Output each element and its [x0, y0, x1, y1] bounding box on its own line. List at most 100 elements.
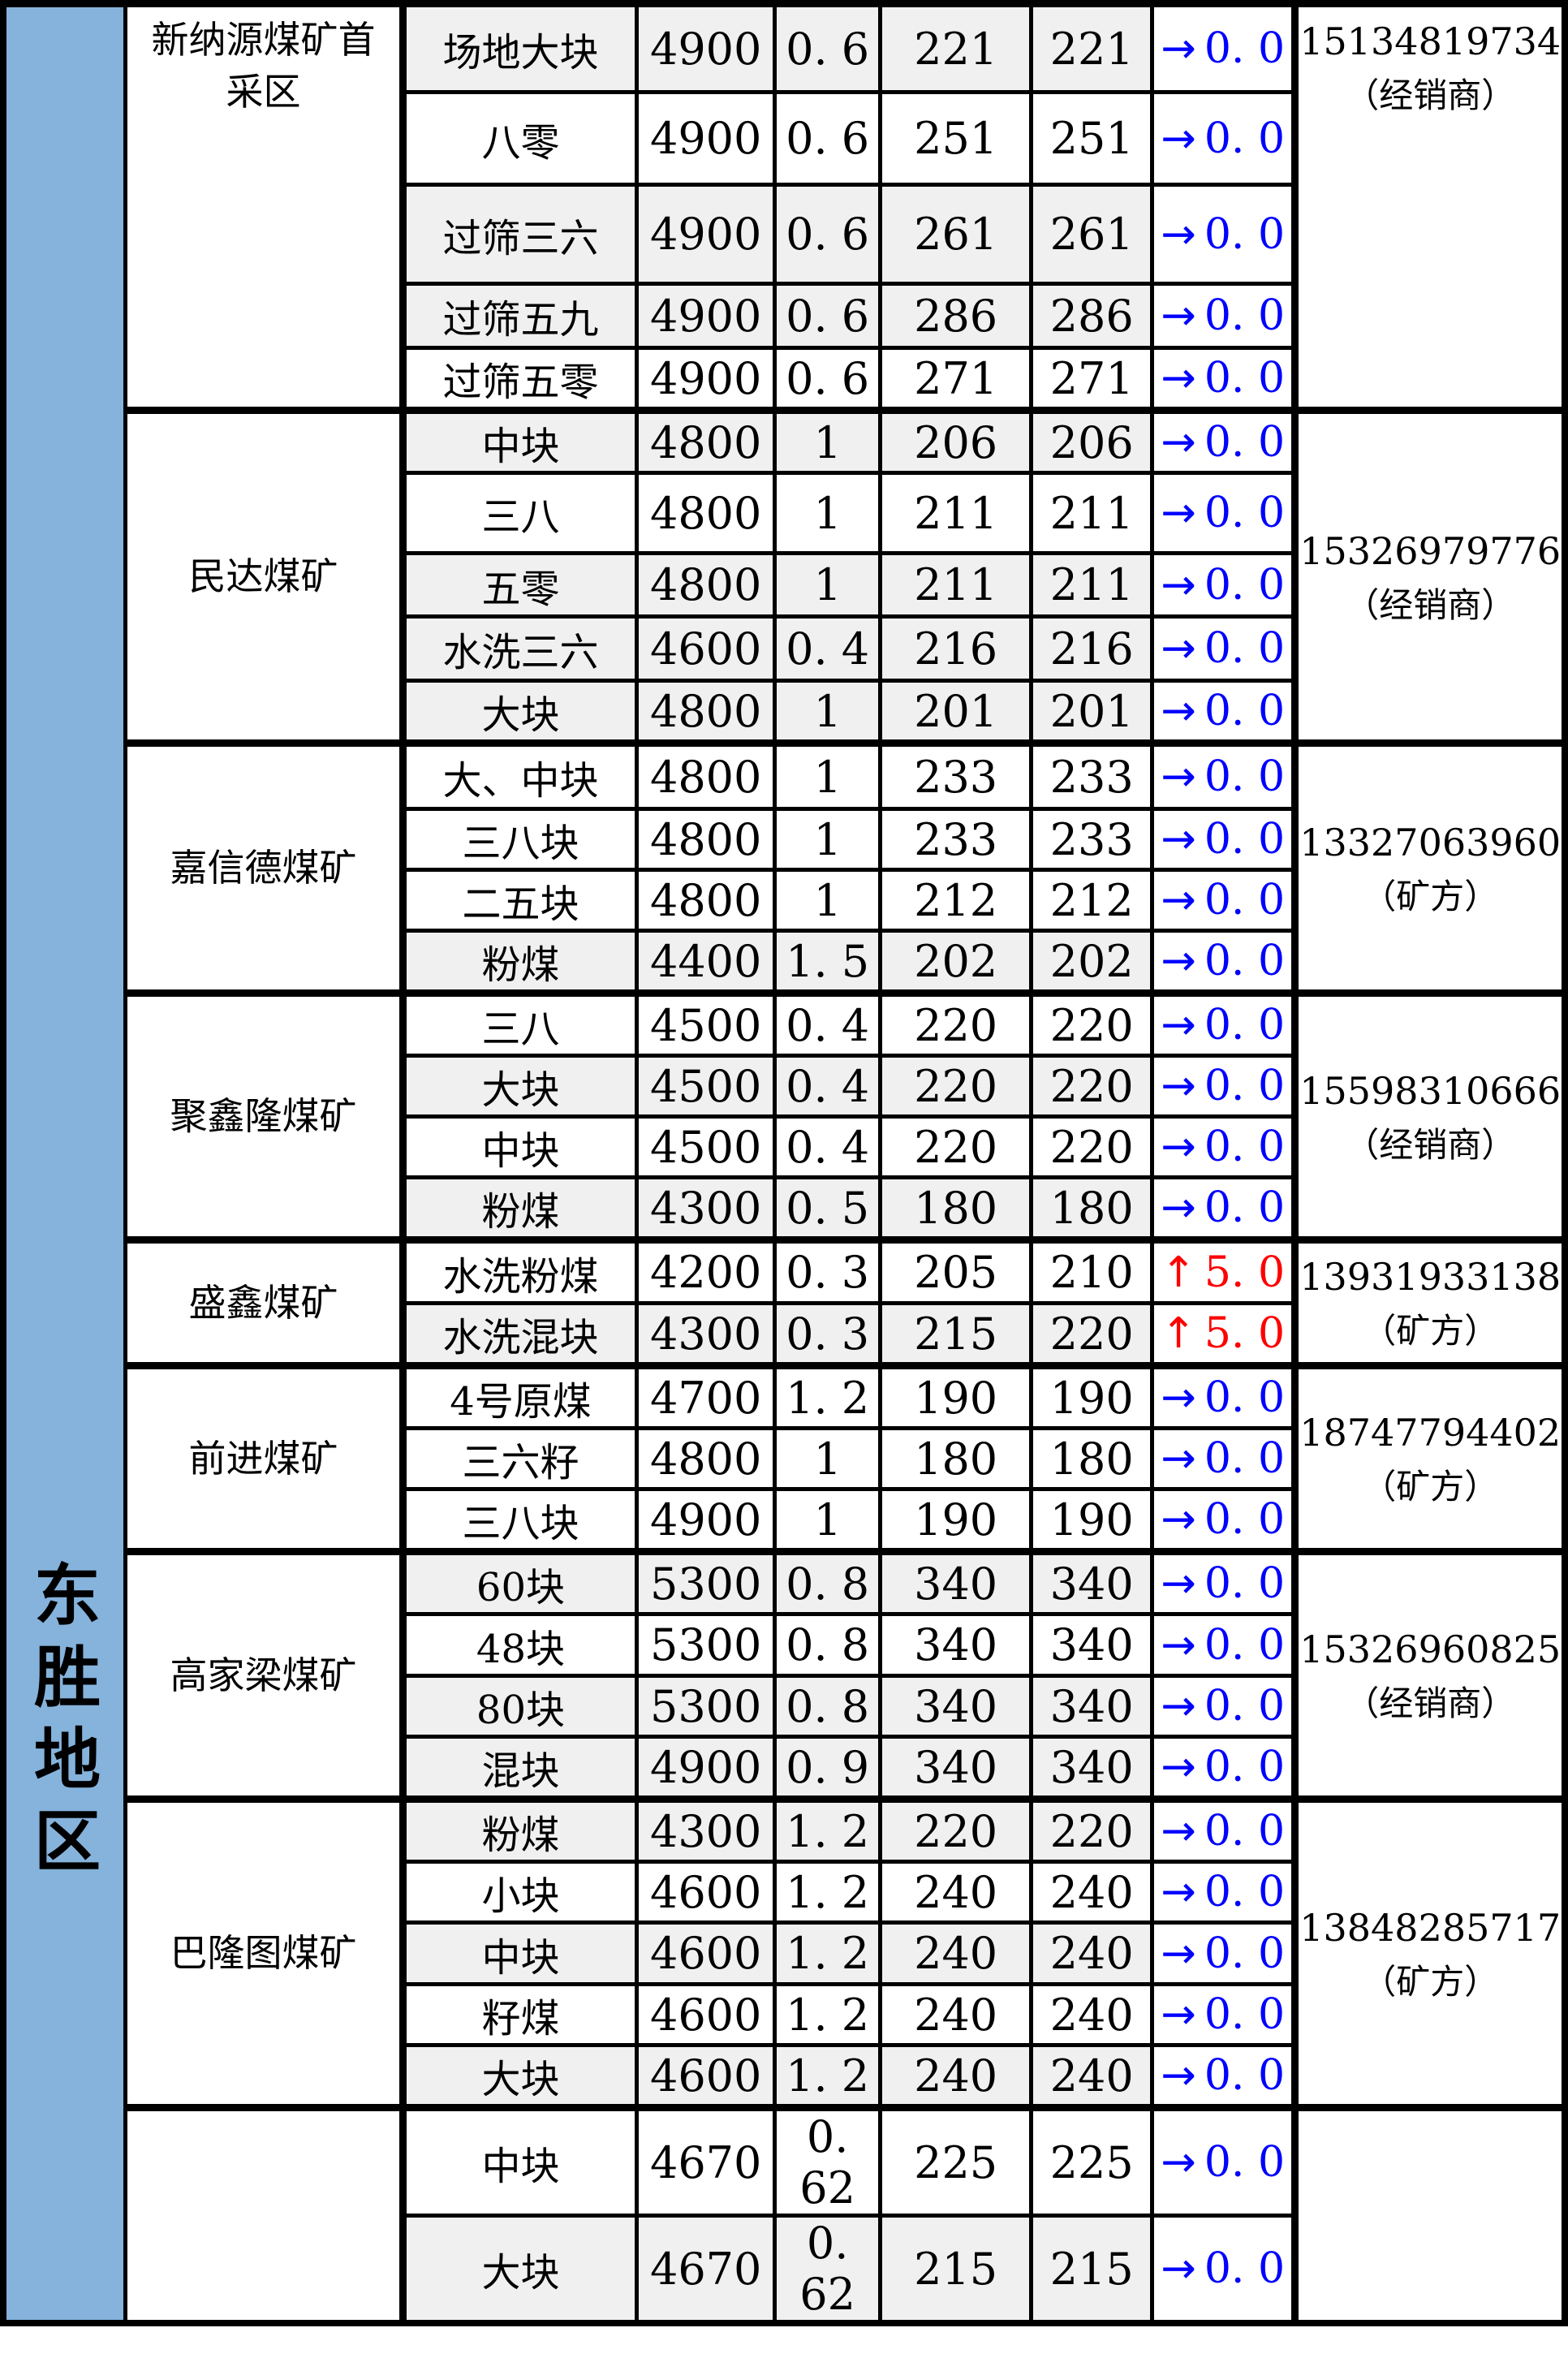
price-now-cell: 286	[1029, 282, 1154, 350]
price-prev-cell: 220	[877, 1054, 1034, 1119]
price-prev-cell: 240	[877, 1982, 1034, 2047]
price-now-cell: 216	[1029, 614, 1154, 683]
calorific-cell: 4900	[634, 1735, 778, 1801]
ash-cell: 1	[773, 739, 882, 811]
phone-cell: 15326979776 （经销商）	[1291, 407, 1567, 745]
calorific-cell: 4800	[634, 471, 778, 555]
phone-cell: 15326960825 （经销商）	[1291, 1548, 1567, 1801]
product-cell: 4号原煤	[399, 1362, 639, 1430]
change-arrow-icon: →	[1161, 560, 1196, 610]
price-now-cell: 211	[1029, 471, 1154, 555]
change-arrow-icon: →	[1161, 1929, 1196, 1978]
phone-cell: 13931933138 （矿方）	[1291, 1236, 1567, 1368]
change-cell: → 0. 0	[1149, 679, 1298, 745]
calorific-cell: 4800	[634, 868, 778, 933]
price-now-cell: 220	[1029, 1795, 1154, 1864]
product-cell: 三八	[399, 471, 639, 555]
calorific-cell: 4600	[634, 1860, 778, 1925]
ash-cell: 0. 4	[773, 1114, 882, 1179]
price-prev-cell: 251	[877, 90, 1034, 187]
change-cell: → 0. 0	[1149, 282, 1298, 350]
change-value: 0. 0	[1204, 209, 1286, 259]
change-cell: → 0. 0	[1149, 183, 1298, 286]
change-value: 0. 0	[1204, 24, 1286, 73]
change-cell: → 0. 0	[1149, 739, 1298, 811]
price-prev-cell: 216	[877, 614, 1034, 683]
price-now-cell: 340	[1029, 1674, 1154, 1739]
table-row: 三八块 4800 1 233 233 → 0. 0	[3, 807, 1565, 872]
change-arrow-icon: →	[1161, 1001, 1196, 1050]
ash-cell: 1. 2	[773, 1362, 882, 1430]
price-now-cell: 180	[1029, 1426, 1154, 1491]
price-prev-cell: 190	[877, 1487, 1034, 1554]
calorific-cell: 5300	[634, 1674, 778, 1739]
table-row: 水洗三六 4600 0. 4 216 216 → 0. 0	[3, 614, 1565, 683]
price-prev-cell: 190	[877, 1362, 1034, 1430]
change-cell: → 0. 0	[1149, 1920, 1298, 1986]
price-now-cell: 340	[1029, 1735, 1154, 1801]
phone-cell: 18747794402 （矿方）	[1291, 1362, 1567, 1554]
phone-cell: 15598310666 （经销商）	[1291, 989, 1567, 1242]
change-cell: → 0. 0	[1149, 551, 1298, 619]
change-arrow-icon: →	[1161, 1682, 1196, 1731]
table-row: 48块 5300 0. 8 340 340 → 0. 0	[3, 1612, 1565, 1678]
calorific-cell: 4600	[634, 614, 778, 683]
calorific-cell: 5300	[634, 1612, 778, 1678]
price-now-cell: 240	[1029, 2043, 1154, 2110]
price-prev-cell: 233	[877, 739, 1034, 811]
change-value: 0. 0	[1204, 752, 1286, 801]
table-row: 籽煤 4600 1. 2 240 240 → 0. 0	[3, 1982, 1565, 2047]
phone-cell: 15134819734 （经销商）	[1291, 0, 1567, 412]
price-now-cell: 212	[1029, 868, 1154, 933]
change-arrow-icon: →	[1161, 291, 1196, 340]
price-prev-cell: 202	[877, 929, 1034, 995]
calorific-cell: 4670	[634, 2214, 778, 2326]
product-cell: 五零	[399, 551, 639, 619]
ash-cell: 0. 8	[773, 1612, 882, 1678]
calorific-cell: 4300	[634, 1795, 778, 1864]
calorific-cell: 5300	[634, 1548, 778, 1616]
price-prev-cell: 220	[877, 989, 1034, 1058]
change-value: 0. 0	[1204, 1001, 1286, 1050]
ash-cell: 1. 2	[773, 1795, 882, 1864]
change-cell: → 0. 0	[1149, 1612, 1298, 1678]
change-cell: ↑ 5. 0	[1149, 1301, 1298, 1368]
phone-number: 15326979776	[1299, 528, 1562, 573]
product-cell: 水洗粉煤	[399, 1236, 639, 1305]
product-cell: 三八	[399, 989, 639, 1058]
price-prev-cell: 240	[877, 1920, 1034, 1986]
contact-role: （矿方）	[1362, 1467, 1499, 1507]
contact-role: （矿方）	[1362, 1961, 1499, 2002]
calorific-cell: 4200	[634, 1236, 778, 1305]
ash-cell: 0. 5	[773, 1175, 882, 1242]
price-prev-cell: 220	[877, 1795, 1034, 1864]
price-prev-cell: 205	[877, 1236, 1034, 1305]
change-value: 0. 0	[1204, 1062, 1286, 1110]
change-cell: → 0. 0	[1149, 1982, 1298, 2047]
change-value: 0. 0	[1204, 1495, 1286, 1544]
change-cell: → 0. 0	[1149, 929, 1298, 995]
change-cell: → 0. 0	[1149, 471, 1298, 555]
ash-cell: 1. 2	[773, 1920, 882, 1986]
ash-cell: 0. 8	[773, 1548, 882, 1616]
price-prev-cell: 211	[877, 471, 1034, 555]
table-row: 八零 4900 0. 6 251 251 → 0. 0	[3, 90, 1565, 187]
change-arrow-icon: →	[1161, 752, 1196, 801]
region-band-cell	[1, 0, 127, 2326]
change-cell: → 0. 0	[1149, 989, 1298, 1058]
calorific-cell: 4500	[634, 1054, 778, 1119]
ash-cell: 0. 3	[773, 1236, 882, 1305]
ash-cell: 0. 6	[773, 282, 882, 350]
table-row: 小块 4600 1. 2 240 240 → 0. 0	[3, 1860, 1565, 1925]
product-cell: 大、中块	[399, 739, 639, 811]
product-cell: 粉煤	[399, 1795, 639, 1864]
price-prev-cell: 271	[877, 346, 1034, 412]
price-now-cell: 220	[1029, 1114, 1154, 1179]
phone-number: 13327063960	[1299, 820, 1562, 864]
mine-name-cell: 民达煤矿	[123, 407, 406, 745]
table-row: 巴隆图煤矿 粉煤 4300 1. 2 220 220 → 0. 0 13848285…	[3, 1795, 1567, 2110]
product-cell: 八零	[399, 90, 639, 187]
calorific-cell: 4800	[634, 807, 778, 872]
product-cell: 中块	[399, 1114, 639, 1179]
ash-cell: 1. 2	[773, 1982, 882, 2047]
